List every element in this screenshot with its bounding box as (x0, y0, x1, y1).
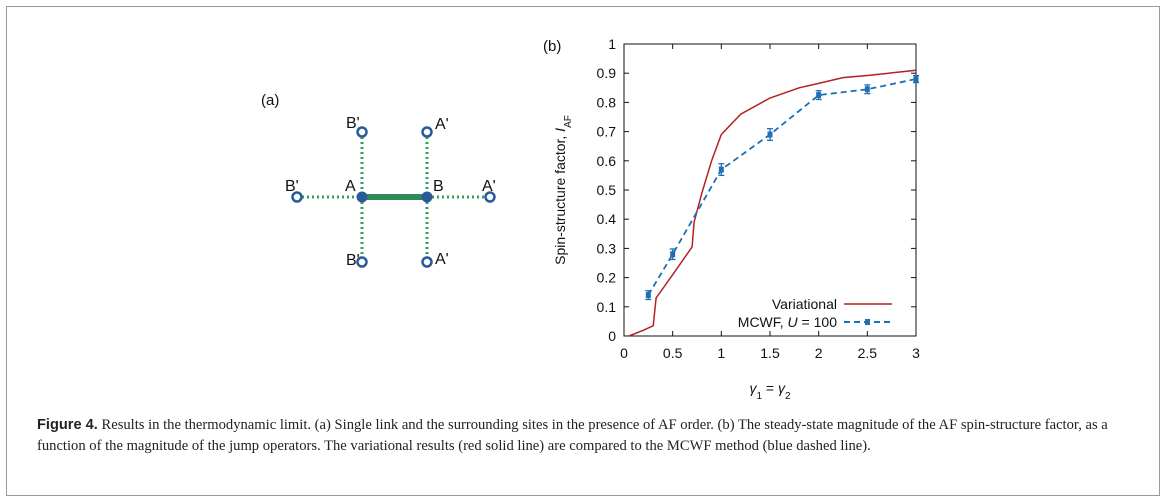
y-tick-label: 0.5 (597, 182, 617, 198)
x-axis-label-s2: 2 (785, 391, 791, 402)
y-axis-label-main: Spin-structure factor, (552, 132, 568, 265)
caption-label: Figure 4. (37, 417, 98, 433)
site-right-bottom (421, 256, 433, 268)
label-a: A (345, 178, 356, 195)
x-axis-label-s1: 1 (756, 391, 762, 402)
series-layer (628, 69, 919, 337)
site-left-top (356, 126, 368, 138)
figure-frame: (a) A B B' B' B' A' A' (6, 6, 1160, 496)
caption-text: Results in the thermodynamic limit. (a) … (37, 417, 1108, 454)
label-left-top: B' (346, 115, 360, 132)
site-right-out (484, 191, 496, 203)
y-tick-label: 0 (608, 328, 616, 344)
y-tick-label: 0.3 (597, 240, 617, 256)
figure-caption: Figure 4. Results in the thermodynamic l… (37, 415, 1147, 457)
y-tick-label: 0.9 (597, 65, 617, 81)
label-right-top: A' (435, 116, 449, 133)
lattice-diagram: A B B' B' B' A' A' A' (285, 115, 496, 269)
label-right-out: A' (482, 178, 496, 195)
y-axis-ticks: 0 0.1 0.2 0.3 0.4 0.5 0.6 0.7 0.8 0.9 1 (597, 36, 916, 344)
legend-mcwf-u: U (788, 314, 799, 330)
legend-mcwf-label: MCWF, U = 100 (738, 314, 837, 330)
y-tick-label: 0.2 (597, 270, 617, 286)
site-b (421, 191, 433, 203)
x-axis-label-eq: = (762, 380, 778, 396)
x-tick-label: 3 (912, 345, 920, 361)
site-a (356, 191, 368, 203)
mcwf-point (645, 292, 651, 299)
y-tick-label: 0.4 (597, 211, 617, 227)
x-axis-label-g1: γ (749, 380, 757, 396)
legend-mcwf-marker (865, 319, 870, 325)
mcwf-point (767, 131, 773, 138)
spin-structure-chart: (b) 0 0.1 0.2 0.3 0.4 0.5 0.6 0.7 0.8 0.9 1 0 0.5 1 1… (543, 36, 920, 402)
y-tick-label: 0.1 (597, 299, 617, 315)
y-axis-label: Spin-structure factor, IAF (552, 115, 574, 265)
x-tick-label: 2.5 (858, 345, 878, 361)
y-tick-label: 1 (608, 36, 616, 52)
panel-a-label: (a) (261, 92, 280, 109)
label-b: B (433, 178, 444, 195)
label-right-bottom: A' (435, 251, 449, 268)
x-tick-label: 2 (815, 345, 823, 361)
legend-variational-label: Variational (772, 296, 837, 312)
site-right-top (421, 126, 433, 138)
mcwf-line (647, 78, 917, 296)
x-axis-label-g2: γ (778, 380, 786, 396)
site-left-out (291, 191, 303, 203)
y-tick-label: 0.8 (597, 94, 617, 110)
x-tick-label: 1.5 (760, 345, 780, 361)
legend-mcwf-suffix: = 100 (798, 314, 838, 330)
mcwf-point (864, 86, 870, 93)
panel-b-label: (b) (543, 38, 561, 55)
label-left-out: B' (285, 178, 299, 195)
variational-line (628, 69, 917, 337)
label-left-bottom: B' (346, 252, 360, 269)
legend-mcwf-prefix: MCWF, (738, 314, 788, 330)
y-axis-label-symbol: I (552, 128, 568, 132)
mcwf-point (913, 76, 919, 83)
mcwf-point (816, 92, 822, 99)
mcwf-point (718, 166, 724, 173)
y-tick-label: 0.7 (597, 124, 617, 140)
x-axis-label: γ1 = γ2 (749, 380, 791, 402)
legend: Variational MCWF, U = 100 (738, 296, 892, 330)
x-tick-label: 0.5 (663, 345, 683, 361)
x-axis-ticks: 0 0.5 1 1.5 2 2.5 3 (620, 44, 920, 361)
y-tick-label: 0.6 (597, 153, 617, 169)
y-axis-label-sub: AF (563, 115, 574, 128)
site-left-bottom (356, 256, 368, 268)
x-tick-label: 1 (717, 345, 725, 361)
mcwf-point (670, 251, 676, 258)
x-tick-label: 0 (620, 345, 628, 361)
